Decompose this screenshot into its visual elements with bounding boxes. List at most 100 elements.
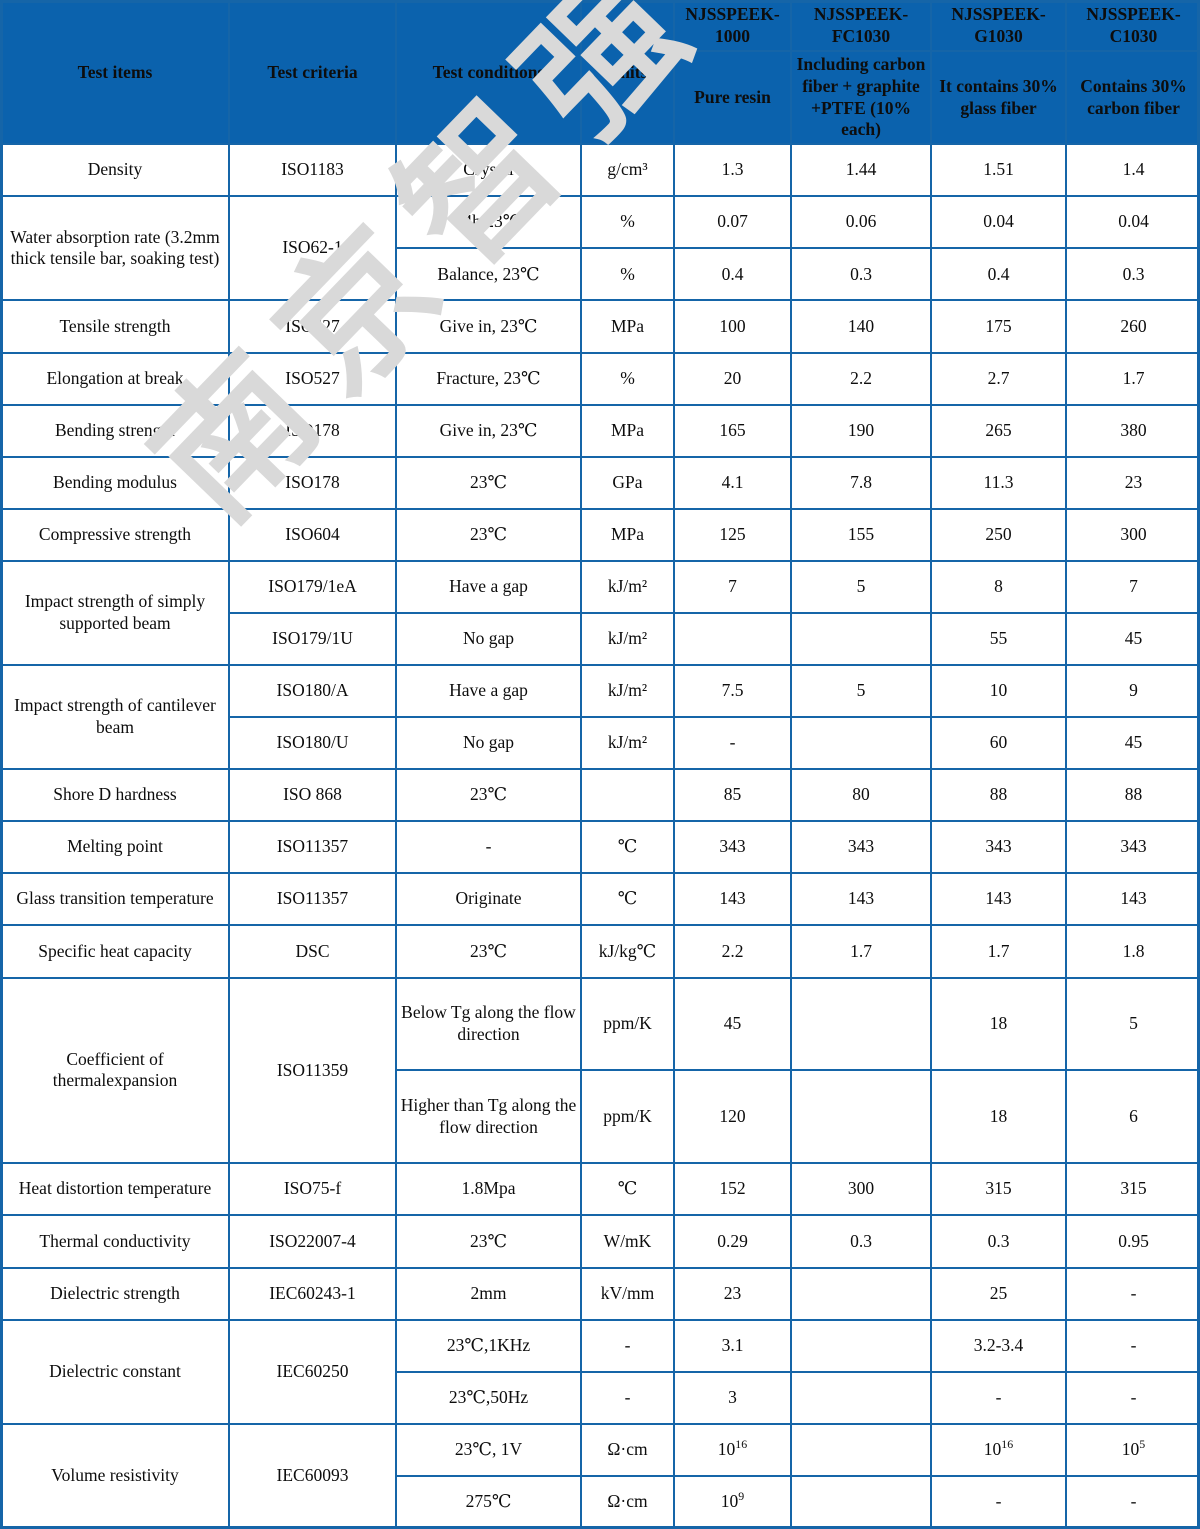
cell-value-2: 8 <box>930 559 1067 614</box>
cell-unit: ppm/K <box>580 1069 675 1165</box>
cell-test-condition: Have a gap <box>395 559 582 614</box>
cell-test-item: Tensile strength <box>0 299 230 354</box>
cell-unit: kJ/m² <box>580 716 675 771</box>
cell-test-criteria: ISO180/A <box>228 664 397 719</box>
cell-test-condition: No gap <box>395 611 582 667</box>
cell-value-1: 7.8 <box>790 455 932 510</box>
cell-value-1: 1.44 <box>790 143 932 198</box>
cell-value-3: - <box>1065 1370 1200 1425</box>
cell-value-2: 25 <box>930 1266 1067 1321</box>
cell-value-0: 4.1 <box>673 455 792 510</box>
cell-test-criteria: IEC60250 <box>228 1318 397 1425</box>
cell-value-1: 0.3 <box>790 1214 932 1269</box>
cell-value-0: 0.07 <box>673 195 792 250</box>
cell-test-criteria: ISO11357 <box>228 820 397 875</box>
cell-value-1: 0.3 <box>790 247 932 302</box>
cell-unit: GPa <box>580 455 675 510</box>
cell-unit: kJ/m² <box>580 559 675 614</box>
cell-unit: kJ/m² <box>580 611 675 667</box>
cell-value-1: 343 <box>790 820 932 875</box>
cell-value-2: 143 <box>930 872 1067 927</box>
cell-value-2: 88 <box>930 768 1067 823</box>
cell-value-0: 152 <box>673 1162 792 1217</box>
cell-value-2: - <box>930 1370 1067 1425</box>
cell-value-1: 0.06 <box>790 195 932 250</box>
cell-value-0: 3 <box>673 1370 792 1425</box>
cell-test-condition: 23℃ <box>395 768 582 823</box>
cell-test-condition: 24h,23℃ <box>395 195 582 250</box>
cell-value-0: 0.4 <box>673 247 792 302</box>
table-row: Melting point ISO11357- ℃ 343 343 343 343 <box>0 820 1200 875</box>
cell-value-3: 143 <box>1065 872 1200 927</box>
cell-unit: - <box>580 1370 675 1425</box>
cell-test-item: Density <box>0 143 230 198</box>
cell-value-3: 315 <box>1065 1162 1200 1217</box>
table-row: Impact strength of cantilever beam ISO180… <box>0 664 1200 771</box>
cell-test-condition: 23℃,1KHz <box>395 1318 582 1373</box>
table-header: Test items Test criteria Test conditions… <box>0 0 1200 146</box>
cell-test-item: Shore D hardness <box>0 768 230 823</box>
table-row: Density ISO1183 Crystal g/cm³ 1.3 1.44 1.51 1.4 <box>0 143 1200 198</box>
cell-value-0: 20 <box>673 351 792 406</box>
cell-value-0: - <box>673 716 792 771</box>
cell-test-condition: Give in, 23℃ <box>395 403 582 458</box>
cell-value-0: 45 <box>673 976 792 1072</box>
cell-value-2: 0.3 <box>930 1214 1067 1269</box>
table-row: Glass transition temperature ISO11357 Orig… <box>0 872 1200 927</box>
cell-test-condition: 23℃, 1V <box>395 1422 582 1477</box>
cell-value-3: 23 <box>1065 455 1200 510</box>
cell-test-criteria: ISO527 <box>228 299 397 354</box>
cell-value-2: 0.04 <box>930 195 1067 250</box>
cell-test-condition: - <box>395 820 582 875</box>
cell-value-3: 1.7 <box>1065 351 1200 406</box>
cell-test-item: Heat distortion temperature <box>0 1162 230 1217</box>
cell-test-criteria: ISO1183 <box>228 143 397 198</box>
cell-test-item: Specific heat capacity <box>0 924 230 979</box>
cell-test-item: Dielectric constant <box>0 1318 230 1425</box>
cell-value-1: 80 <box>790 768 932 823</box>
cell-value-3: 45 <box>1065 716 1200 771</box>
cell-value-1 <box>790 1370 932 1425</box>
cell-value-1 <box>790 1318 932 1373</box>
cell-value-2: 18 <box>930 1069 1067 1165</box>
table-row: Impact strength of simply supported beam… <box>0 559 1200 667</box>
header-row-secondary: Pure resin Including carbon fiber + grap… <box>1 49 1200 146</box>
cell-test-condition: 1.8Mpa <box>395 1162 582 1217</box>
cell-test-criteria: IEC60243-1 <box>228 1266 397 1321</box>
header-units: Units <box>580 0 675 146</box>
cell-test-criteria: ISO527 <box>228 351 397 406</box>
table-row: Dielectric constant IEC60250 23℃,1KHz -3.1 3… <box>0 1318 1200 1425</box>
cell-unit: ppm/K <box>580 976 675 1072</box>
cell-test-condition: Give in, 23℃ <box>395 299 582 354</box>
cell-value-2: 1.51 <box>930 143 1067 198</box>
cell-value-3: - <box>1065 1266 1200 1321</box>
cell-value-0: 165 <box>673 403 792 458</box>
cell-value-3: 5 <box>1065 976 1200 1072</box>
cell-value-2: 343 <box>930 820 1067 875</box>
cell-unit: ℃ <box>580 872 675 927</box>
cell-unit: MPa <box>580 403 675 458</box>
cell-value-0: 1.3 <box>673 143 792 198</box>
table-row: Heat distortion temperature ISO75-f 1.8Mpa… <box>0 1162 1200 1217</box>
cell-test-condition: 23℃ <box>395 507 582 562</box>
cell-test-item: Volume resistivity <box>0 1422 230 1529</box>
cell-value-3: 45 <box>1065 611 1200 667</box>
header-product-desc-2: It contains 30% glass fiber <box>930 49 1067 146</box>
cell-value-2: 3.2-3.4 <box>930 1318 1067 1373</box>
cell-value-3: 0.95 <box>1065 1214 1200 1269</box>
cell-test-criteria: ISO75-f <box>228 1162 397 1217</box>
cell-value-1 <box>790 1474 932 1529</box>
table-row: Specific heat capacity DSC 23℃ kJ/kg℃ 2.2 1.7… <box>0 924 1200 979</box>
cell-test-criteria: ISO62-1 <box>228 195 397 302</box>
cell-value-3: - <box>1065 1474 1200 1529</box>
cell-unit: kV/mm <box>580 1266 675 1321</box>
cell-test-criteria: ISO180/U <box>228 716 397 771</box>
cell-value-3: 6 <box>1065 1069 1200 1165</box>
cell-unit: MPa <box>580 299 675 354</box>
cell-value-1: 140 <box>790 299 932 354</box>
cell-test-item: Glass transition temperature <box>0 872 230 927</box>
cell-value-2: 10 <box>930 664 1067 719</box>
cell-value-0: 2.2 <box>673 924 792 979</box>
cell-test-criteria: ISO22007-4 <box>228 1214 397 1269</box>
